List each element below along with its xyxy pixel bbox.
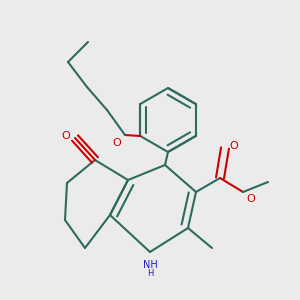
Text: NH: NH xyxy=(142,260,158,270)
Text: O: O xyxy=(61,131,70,141)
Text: H: H xyxy=(147,269,153,278)
Text: O: O xyxy=(246,194,255,204)
Text: O: O xyxy=(229,141,238,151)
Text: O: O xyxy=(112,138,121,148)
